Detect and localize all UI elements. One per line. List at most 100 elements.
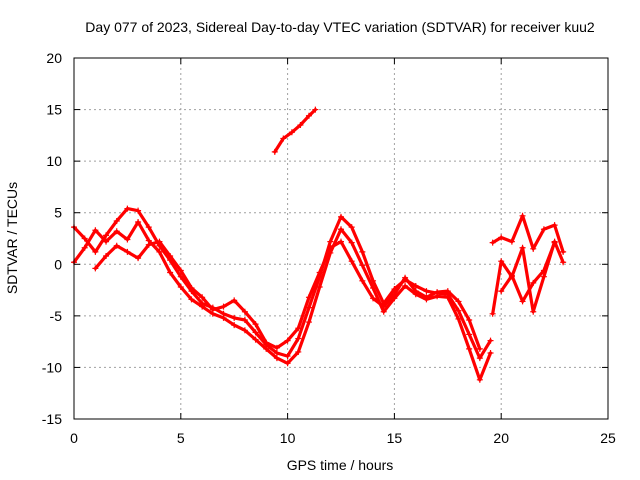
data-point	[530, 245, 537, 252]
data-point	[316, 269, 323, 276]
y-tick-label: 10	[46, 153, 62, 169]
data-point	[295, 325, 302, 332]
series-line	[499, 241, 557, 303]
data-point	[359, 262, 366, 269]
series-line	[273, 108, 317, 154]
plot-frame	[73, 57, 609, 420]
data-point	[167, 269, 174, 276]
data-point	[348, 224, 355, 231]
data-point	[498, 234, 505, 241]
series-line	[491, 214, 565, 254]
data-point	[476, 355, 483, 362]
data-point	[273, 344, 280, 351]
data-point	[145, 241, 152, 248]
data-point	[551, 239, 558, 246]
data-point	[551, 222, 558, 229]
data-point	[188, 285, 195, 292]
data-series	[71, 106, 567, 383]
data-point	[263, 345, 270, 352]
data-point	[305, 112, 312, 119]
data-point	[199, 303, 206, 310]
x-tick-label: 15	[387, 430, 403, 446]
data-point	[519, 244, 526, 251]
data-point	[423, 294, 430, 301]
data-point	[145, 224, 152, 231]
data-point	[113, 217, 120, 224]
series-track-c	[92, 238, 483, 352]
data-point	[177, 283, 184, 290]
y-axis-label: SDTVAR / TECUs	[4, 182, 20, 294]
data-point	[455, 298, 462, 305]
data-point	[327, 244, 334, 251]
data-point	[540, 267, 547, 274]
data-point	[540, 273, 547, 280]
data-point	[92, 248, 99, 255]
data-point	[370, 285, 377, 292]
data-point	[209, 306, 216, 313]
data-point	[466, 316, 473, 323]
data-point	[348, 258, 355, 265]
data-point	[103, 253, 110, 260]
data-point	[530, 279, 537, 286]
data-point	[297, 122, 304, 129]
data-point	[284, 337, 291, 344]
y-tick-label: -10	[42, 359, 62, 375]
x-tick-label: 5	[177, 430, 185, 446]
data-point	[338, 226, 344, 233]
data-point	[263, 339, 270, 346]
data-point	[103, 238, 110, 245]
axis-ticks	[73, 57, 609, 420]
x-axis-label: GPS time / hours	[287, 457, 394, 473]
y-tick-label: 5	[54, 205, 62, 221]
x-tick-labels: 0 5 10 15 20 25	[70, 430, 616, 446]
data-point	[177, 267, 184, 274]
data-point	[124, 248, 131, 255]
series-track-g	[498, 239, 558, 305]
y-tick-label: 20	[46, 50, 62, 66]
data-point	[280, 135, 287, 142]
data-point	[273, 349, 280, 356]
data-point	[156, 248, 163, 255]
y-tick-label: 15	[46, 102, 62, 118]
data-point	[92, 265, 99, 272]
data-point	[444, 288, 451, 295]
data-point	[402, 282, 409, 289]
data-point	[423, 288, 430, 295]
data-point	[305, 294, 312, 301]
data-point	[487, 349, 494, 356]
data-point	[231, 322, 238, 329]
data-point	[560, 259, 567, 266]
data-point	[241, 327, 248, 334]
data-point	[188, 296, 195, 303]
data-point	[316, 283, 323, 290]
data-point	[231, 314, 238, 321]
x-tick-label: 25	[600, 430, 616, 446]
data-point	[167, 253, 174, 260]
data-point	[241, 308, 248, 315]
y-tick-labels: -15 -10 -5 0 5 10 15 20	[42, 50, 62, 427]
data-point	[295, 335, 302, 342]
data-point	[489, 310, 496, 317]
data-point	[288, 129, 295, 136]
data-point	[156, 238, 163, 245]
data-point	[220, 303, 227, 310]
series-track-e	[489, 212, 567, 255]
data-point	[271, 148, 278, 155]
data-point	[199, 294, 206, 301]
data-point	[380, 308, 387, 315]
data-point	[498, 258, 505, 265]
data-point	[284, 360, 291, 367]
data-point	[338, 238, 344, 245]
data-point	[273, 355, 280, 362]
data-point	[466, 331, 473, 338]
data-point	[508, 238, 515, 245]
series-track-b	[71, 218, 494, 383]
chart-title: Day 077 of 2023, Sidereal Day-to-day VTE…	[85, 19, 595, 35]
data-point	[530, 308, 537, 315]
grid	[74, 58, 608, 419]
data-point	[312, 106, 319, 113]
data-point	[380, 303, 387, 310]
data-point	[284, 353, 291, 360]
data-point	[391, 291, 398, 298]
data-point	[370, 295, 377, 302]
